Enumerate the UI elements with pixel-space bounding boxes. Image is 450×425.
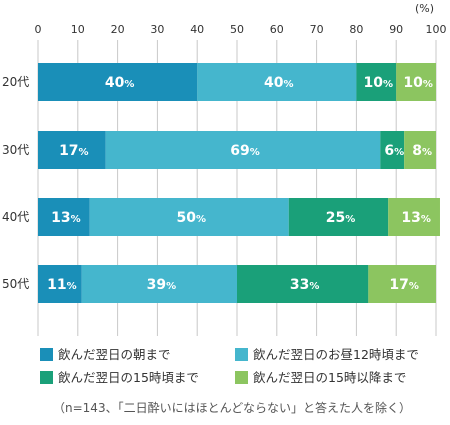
bar-value-label: 40% [105, 75, 135, 91]
x-tick-label: 40 [190, 23, 204, 36]
bar-value-label: 40% [264, 75, 294, 91]
bar-value-label: 10% [364, 75, 394, 91]
legend-label: 飲んだ翌日の朝まで [58, 347, 171, 362]
bar-segment [38, 265, 82, 303]
bar-segment [380, 131, 405, 169]
bar-value-label: 6% [384, 143, 404, 159]
bar-segment [388, 198, 440, 236]
legend-swatch [40, 371, 53, 384]
x-axis-ticks: 0 10 20 30 40 50 60 70 80 90 100 [35, 23, 447, 36]
bar-value-label: 10% [403, 75, 433, 91]
bar-segment [288, 198, 389, 236]
bar-segment [105, 131, 381, 169]
bar-value-label: 39% [147, 277, 177, 293]
bar-value-label: 50% [176, 210, 206, 226]
x-tick-label: 10 [71, 23, 85, 36]
bar-segment [89, 198, 289, 236]
x-tick-label: 100 [426, 23, 447, 36]
bar-value-label: 8% [412, 143, 432, 159]
x-tick-label: 90 [389, 23, 403, 36]
bar-value-label: 13% [401, 210, 431, 226]
bars: 40% 40% 10% 10% 17% 69% 6% 8% 13% 50% 25% 13% 11% 39%… [38, 63, 440, 303]
bar-value-label: 17% [389, 277, 419, 293]
legend-label: 飲んだ翌日の15時頃まで [58, 370, 199, 385]
legend-swatch [235, 371, 248, 384]
x-tick-label: 60 [270, 23, 284, 36]
bar-segment [396, 63, 436, 101]
bar-value-label: 11% [47, 277, 77, 293]
x-tick-label: 30 [150, 23, 164, 36]
category-label: 40代 [2, 210, 29, 224]
bar-segment [356, 63, 397, 101]
bar-segment [404, 131, 436, 169]
x-tick-label: 0 [35, 23, 42, 36]
legend-swatch [40, 348, 53, 361]
unit-label: (%) [415, 2, 434, 15]
bar-value-label: 33% [290, 277, 320, 293]
bar-segment [237, 265, 369, 303]
category-label: 50代 [2, 277, 29, 291]
bar-value-label: 69% [230, 143, 260, 159]
category-labels: 20代 30代 40代 50代 [2, 75, 29, 291]
bar-segment [38, 131, 106, 169]
legend-label: 飲んだ翌日のお昼12時頃まで [253, 347, 419, 362]
legend-swatch [235, 348, 248, 361]
bar-segment [368, 265, 436, 303]
x-tick-label: 50 [230, 23, 244, 36]
x-tick-label: 20 [111, 23, 125, 36]
x-tick-label: 70 [310, 23, 324, 36]
x-tick-label: 80 [349, 23, 363, 36]
legend-label: 飲んだ翌日の15時以降まで [253, 370, 406, 385]
category-label: 30代 [2, 143, 29, 157]
bar-segment [38, 198, 90, 236]
bar-value-label: 17% [59, 143, 89, 159]
bar-value-label: 25% [326, 210, 356, 226]
bar-segment [197, 63, 357, 101]
footnote: （n=143、「二日酔いにはほとんどならない」と答えた人を除く） [53, 400, 411, 415]
bar-value-label: 13% [51, 210, 81, 226]
bar-segment [81, 265, 237, 303]
bar-segment [38, 63, 198, 101]
category-label: 20代 [2, 75, 29, 89]
